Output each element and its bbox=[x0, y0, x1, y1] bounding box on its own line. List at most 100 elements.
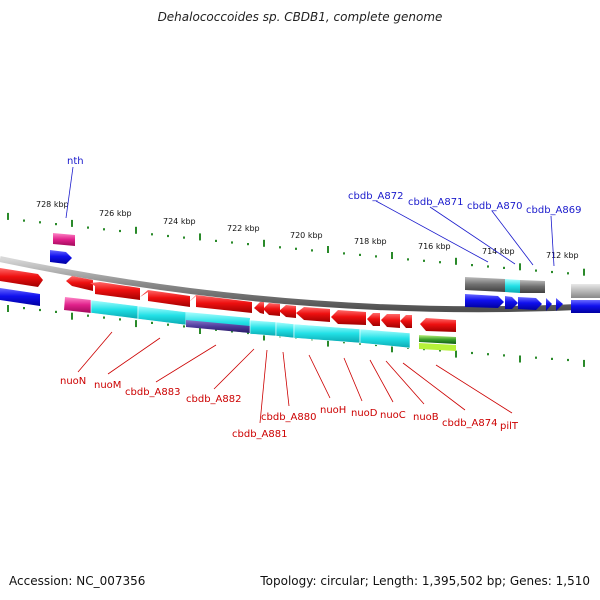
gene-nth-feature[interactable] bbox=[53, 233, 75, 246]
scale-major-tick bbox=[7, 212, 9, 220]
gene-cds-blue[interactable] bbox=[571, 300, 600, 313]
scale-major-tick bbox=[391, 252, 393, 259]
gene-feature-indigo[interactable] bbox=[186, 320, 250, 333]
scale-minor-tick bbox=[215, 239, 217, 242]
gene-cds-blue[interactable] bbox=[556, 298, 563, 311]
gene-cds-red[interactable] bbox=[140, 290, 190, 307]
leader-line bbox=[491, 210, 534, 266]
scale-major-tick bbox=[71, 312, 73, 320]
scale-minor-tick bbox=[311, 249, 313, 252]
scale-major-tick bbox=[199, 327, 201, 334]
scale-minor-tick bbox=[535, 356, 537, 359]
gene-feature-cyan[interactable] bbox=[137, 305, 187, 326]
leader-line bbox=[550, 215, 555, 267]
gene-feature-cyan[interactable] bbox=[249, 319, 277, 337]
gene-label-cbdb-a870: cbdb_A870 bbox=[467, 201, 522, 212]
scale-minor-tick bbox=[167, 234, 169, 238]
leader-line bbox=[375, 200, 489, 263]
scale-minor-tick bbox=[375, 255, 377, 258]
scale-minor-tick bbox=[535, 269, 537, 272]
scale-minor-tick bbox=[407, 258, 409, 261]
leader-line bbox=[282, 351, 290, 407]
gene-label-pilt: pilT bbox=[500, 421, 519, 432]
gene-feature-cyan[interactable] bbox=[505, 279, 520, 293]
gene-cds-red[interactable] bbox=[66, 276, 93, 291]
leader-line bbox=[65, 166, 74, 219]
gene-cds-blue[interactable] bbox=[465, 294, 504, 308]
scale-minor-tick bbox=[119, 318, 121, 321]
gene-cds-red[interactable] bbox=[254, 302, 264, 314]
scale-major-tick bbox=[263, 333, 265, 341]
scale-minor-tick bbox=[551, 357, 553, 360]
scale-minor-tick bbox=[231, 241, 233, 244]
gene-feature-cyan[interactable] bbox=[275, 321, 295, 339]
top-gene-labels: nth cbdb_A872 cbdb_A871 cbdb_A870 cbdb_A… bbox=[65, 156, 581, 267]
scale-minor-tick bbox=[87, 314, 89, 317]
gene-cds-red[interactable] bbox=[263, 303, 280, 316]
scale-minor-tick bbox=[439, 349, 441, 352]
gene-label-nuom: nuoM bbox=[94, 380, 121, 391]
scale-minor-tick bbox=[471, 264, 473, 267]
scale-minor-tick bbox=[103, 316, 105, 319]
scale-minor-tick bbox=[567, 358, 569, 362]
gene-cds-blue[interactable] bbox=[518, 297, 542, 310]
accession-text: Accession: NC_007356 bbox=[9, 574, 146, 588]
gene-cds-red[interactable] bbox=[296, 307, 330, 322]
gene-nth-cds[interactable] bbox=[50, 250, 72, 264]
scale-minor-tick bbox=[23, 307, 25, 310]
scale-minor-tick bbox=[247, 331, 249, 335]
gene-feature-cyan[interactable] bbox=[293, 323, 361, 344]
scale-minor-tick bbox=[503, 266, 505, 269]
scale-label-718: 718 kbp bbox=[354, 237, 387, 246]
scale-label-724: 724 kbp bbox=[163, 217, 196, 226]
scale-major-tick bbox=[135, 226, 137, 234]
scale-minor-tick bbox=[551, 270, 553, 274]
leader-line bbox=[107, 337, 161, 375]
gene-cds-red[interactable] bbox=[90, 282, 140, 300]
gene-left-reverse[interactable] bbox=[0, 268, 43, 287]
scale-minor-tick bbox=[39, 221, 41, 224]
gene-label-cbdb-a880: cbdb_A880 bbox=[261, 412, 316, 423]
scale-minor-tick bbox=[231, 330, 233, 333]
leader-line bbox=[343, 357, 363, 402]
gene-feature-lime[interactable] bbox=[419, 343, 456, 351]
leader-line bbox=[259, 349, 268, 424]
gene-feature-grey[interactable] bbox=[520, 280, 545, 293]
scale-label-712: 712 kbp bbox=[546, 251, 579, 260]
gene-cds-red[interactable] bbox=[367, 313, 380, 326]
gene-cds-red[interactable] bbox=[420, 318, 456, 332]
scale-major-tick bbox=[519, 263, 521, 271]
gene-cds-red[interactable] bbox=[279, 305, 296, 318]
gene-label-cbdb-a874: cbdb_A874 bbox=[442, 418, 497, 429]
map-title: Dehalococcoides sp. CBDB1, complete geno… bbox=[157, 10, 443, 24]
gene-cds-red[interactable] bbox=[331, 310, 366, 325]
gene-feature-magenta[interactable] bbox=[64, 297, 91, 313]
gene-feature-lightgrey[interactable] bbox=[571, 284, 600, 298]
gene-cds-blue[interactable] bbox=[505, 296, 518, 309]
genome-backbone bbox=[0, 256, 600, 313]
leader-line bbox=[402, 362, 466, 411]
gene-feature-cyan[interactable] bbox=[359, 328, 411, 349]
gene-feature-cyan[interactable] bbox=[90, 299, 139, 320]
bottom-gene-labels: nuoN nuoM cbdb_A883 cbdb_A882 cbdb_A881 … bbox=[60, 331, 519, 440]
gene-left-forward[interactable] bbox=[0, 288, 40, 306]
gene-cds-blue[interactable] bbox=[546, 298, 552, 311]
gene-feature-grey[interactable] bbox=[465, 277, 505, 292]
scale-label-722: 722 kbp bbox=[227, 224, 260, 233]
gene-label-nuod: nuoD bbox=[351, 408, 378, 419]
gene-feature-green[interactable] bbox=[419, 335, 456, 344]
scale-label-714: 714 kbp bbox=[482, 247, 515, 256]
gene-label-cbdb-a882: cbdb_A882 bbox=[186, 394, 241, 405]
leader-line bbox=[77, 331, 113, 373]
scale-minor-tick bbox=[471, 351, 473, 355]
gene-cds-red[interactable] bbox=[381, 314, 400, 328]
scale-label-728: 728 kbp bbox=[36, 200, 69, 209]
gene-cds-red[interactable] bbox=[400, 315, 412, 328]
scale-minor-tick bbox=[119, 229, 121, 233]
scale-minor-tick bbox=[343, 341, 345, 344]
gene-label-nuon: nuoN bbox=[60, 376, 86, 387]
gene-cds-red[interactable] bbox=[189, 295, 252, 313]
scale-major-tick bbox=[455, 257, 457, 265]
gene-label-cbdb-a881: cbdb_A881 bbox=[232, 429, 287, 440]
